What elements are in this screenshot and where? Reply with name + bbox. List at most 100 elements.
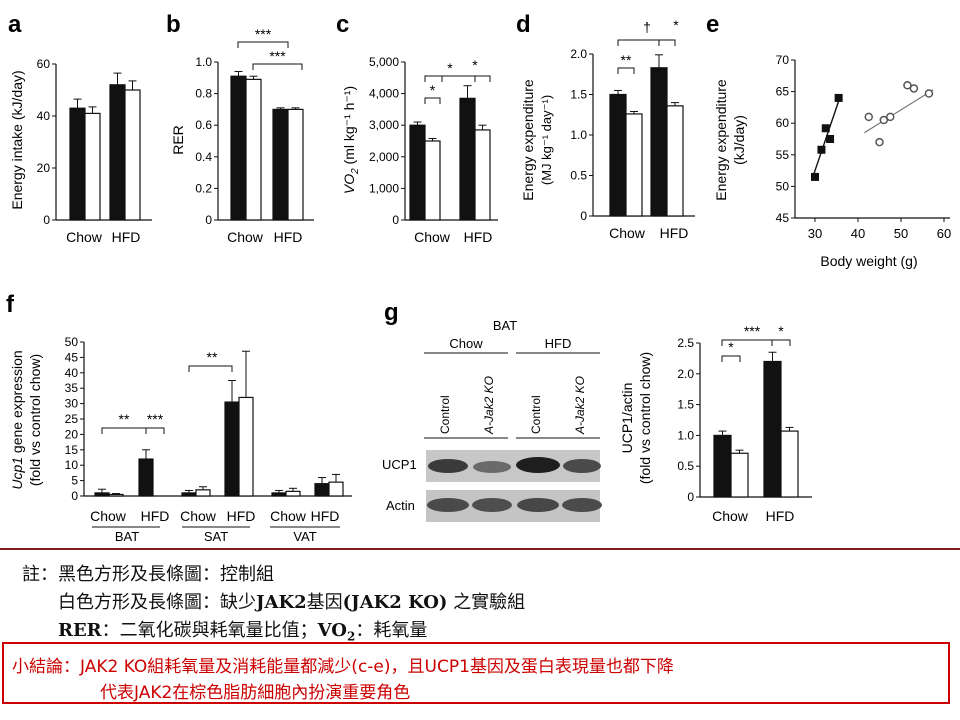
- panel-a-tick-label: 40: [37, 109, 51, 123]
- panel-f-tick-label: 50: [65, 335, 79, 349]
- panel-letter-f: f: [6, 291, 15, 318]
- panel-b-category-label: Chow: [227, 229, 264, 245]
- panel-f-sig-bracket: [145, 427, 165, 434]
- panel-f-tick-label: 0: [71, 489, 78, 503]
- section-divider: [0, 548, 960, 550]
- note-ko-d: (JAK2 KO): [342, 592, 448, 613]
- panel-f-bar: [224, 401, 240, 497]
- panel-f-sig-bracket: [101, 427, 147, 434]
- panel-f-bar: [195, 489, 211, 497]
- panel-c-bar: [409, 124, 426, 221]
- panel-f-tick-label: 35: [65, 381, 79, 395]
- panel-letter-c: c: [336, 11, 349, 38]
- note-rer: RER: [58, 620, 102, 641]
- panel-f-category-label: Chow: [90, 508, 127, 524]
- panel-e-point-control: [821, 124, 830, 133]
- panel-e-tick-label: 50: [776, 179, 790, 193]
- blot-lane-2: A-Jak2 KO: [482, 376, 496, 435]
- panel-f-bar: [181, 492, 197, 497]
- panel-e-point-control: [817, 145, 826, 154]
- panel-g-bar: [780, 430, 799, 498]
- panel-e-fit-line-ko: [864, 89, 934, 134]
- note-rer-def: ：二氧化碳與耗氧量比值；: [101, 620, 318, 641]
- panel-d-tick-label: 1.0: [570, 128, 587, 142]
- figure: a b c d e f g Energy intake (kJ/day) RER…: [6, 11, 952, 544]
- panel-e-tick-label: 65: [776, 85, 790, 99]
- conclusion-line-1: 小結論：JAK2 KO組耗氧量及消耗能量都減少(c-e)，且UCP1基因及蛋白表…: [12, 657, 674, 677]
- panel-f-tissue-vat: VAT: [293, 529, 316, 544]
- panel-c-tick-label: 2,000: [369, 150, 399, 164]
- panel-f-tick-label: 45: [65, 350, 79, 364]
- panel-f-ylabel-rest: gene expression: [9, 350, 25, 457]
- panel-f-tissue-sat: SAT: [204, 529, 228, 544]
- panel-c-sig-label: *: [472, 57, 478, 73]
- panel-c-bar: [459, 97, 476, 221]
- panel-c-ylabel: VO2 (ml kg⁻¹ h⁻¹): [341, 86, 361, 194]
- panel-f-sig-label: **: [207, 349, 218, 365]
- panel-a-bar: [109, 84, 126, 221]
- panel-e-xlabel: Body weight (g): [820, 253, 917, 269]
- panel-b-bar: [272, 108, 289, 221]
- panel-a-tick-label: 20: [37, 161, 51, 175]
- blot-ucp1-band-3: [516, 457, 560, 473]
- blot-lane-4: A-Jak2 KO: [573, 376, 587, 435]
- panel-f-tick-label: 40: [65, 366, 79, 380]
- panel-g-tick-label: 0.5: [677, 459, 694, 473]
- panel-c-category-label: HFD: [464, 229, 493, 245]
- panel-d-tick-label: 0: [580, 209, 587, 223]
- panel-f-category-label: HFD: [141, 508, 170, 524]
- note-ko-b: JAK2: [256, 592, 307, 613]
- panel-f-bar: [314, 483, 330, 497]
- panel-e-tick-label: 60: [776, 116, 790, 130]
- panel-g-tick-label: 1.5: [677, 398, 694, 412]
- panel-b-tick-label: 1.0: [195, 55, 212, 69]
- panel-f-sig-label: **: [119, 411, 130, 427]
- note-ko-a: 白色方形及長條圖：缺少: [58, 592, 256, 613]
- panel-f-sig-bracket: [188, 365, 233, 372]
- panel-b-sig-label: ***: [255, 26, 272, 42]
- panel-g-tick-label: 0: [687, 490, 694, 504]
- panel-b-tick-label: 0.6: [195, 118, 212, 132]
- panel-f-tick-label: 20: [65, 427, 79, 441]
- panel-f-tick-label: 25: [65, 412, 79, 426]
- panel-d-sig-label: *: [673, 17, 679, 33]
- panel-e-point-ko: [875, 137, 884, 147]
- note-control: 黑色方形及長條圖：控制組: [58, 564, 274, 585]
- panel-g-category-label: HFD: [766, 508, 795, 524]
- note-vo-def: ：耗氧量: [355, 620, 428, 641]
- panel-f-tick-label: 30: [65, 397, 79, 411]
- panel-g-tick-label: 2.0: [677, 367, 694, 381]
- note-line-2: 白色方形及長條圖：缺少JAK2基因(JAK2 KO) 之實驗組: [58, 588, 525, 614]
- panel-d-bar: [650, 67, 668, 217]
- panel-f-bar: [328, 481, 344, 497]
- panel-b-sig-bracket: [237, 41, 289, 48]
- blot-title: BAT: [493, 318, 517, 333]
- panel-c-sig-label: *: [447, 60, 453, 76]
- panel-d-sig-label: **: [621, 52, 632, 68]
- panel-e-point-control: [826, 135, 835, 143]
- panel-c-ylabel-sub: 2: [350, 168, 361, 175]
- panel-g-sig-label: ***: [744, 323, 761, 339]
- blot-row-actin: Actin: [386, 498, 415, 513]
- panel-b-sig-bracket: [252, 63, 303, 70]
- panel-c-ylabel-rest: (ml kg⁻¹ h⁻¹): [341, 86, 357, 168]
- panel-d-category-label: Chow: [609, 225, 646, 241]
- panel-a-ylabel: Energy intake (kJ/day): [9, 70, 25, 209]
- panel-e-x-tick-label: 60: [937, 226, 951, 241]
- panel-letter-e: e: [706, 11, 719, 38]
- panel-e-point-ko: [909, 84, 919, 93]
- panel-a-bar: [84, 112, 101, 221]
- note-vo: VO: [317, 620, 347, 641]
- panel-d-bar: [666, 105, 684, 217]
- panel-b-bar: [287, 108, 304, 221]
- panel-f-bar: [94, 492, 110, 497]
- panel-g-tick-label: 1.0: [677, 428, 694, 442]
- blot-ucp1-band-1: [428, 459, 468, 473]
- panel-f-tick-label: 5: [71, 474, 78, 488]
- panel-a-tick-label: 0: [43, 213, 50, 227]
- panel-g-bar: [730, 452, 749, 498]
- panel-f-tick-label: 10: [65, 458, 79, 472]
- blot-lane-1: Control: [438, 395, 452, 434]
- panel-c-tick-label: 1,000: [369, 181, 399, 195]
